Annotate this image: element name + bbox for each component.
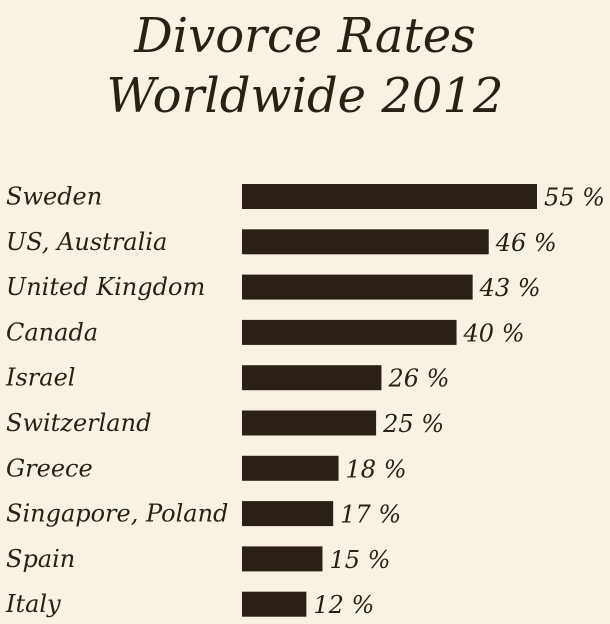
bar: [242, 546, 323, 572]
category-label: Spain: [6, 545, 75, 573]
bar: [242, 365, 382, 391]
value-label: 17 %: [340, 501, 401, 529]
bar: [242, 229, 489, 255]
value-label: 40 %: [463, 319, 525, 347]
bar: [242, 319, 457, 345]
category-label: Singapore, Poland: [6, 500, 228, 528]
value-label: 15 %: [329, 546, 390, 574]
chart-title-line-1: Divorce Rates: [134, 8, 476, 64]
value-label: 26 %: [387, 365, 449, 393]
bar: [242, 274, 473, 300]
bars-layer: Sweden 55 % US, Australia 46 % United Kingdo…: [5, 183, 605, 620]
category-label: Sweden: [6, 183, 102, 211]
value-label: 43 %: [479, 274, 541, 302]
bar: [242, 410, 377, 436]
bar: [242, 455, 339, 481]
bar: [242, 591, 307, 617]
category-label: Switzerland: [6, 409, 151, 437]
category-label: United Kingdom: [6, 273, 205, 301]
value-label: 12 %: [313, 591, 374, 619]
category-label: US, Australia: [6, 228, 167, 256]
value-label: 46 %: [495, 229, 557, 257]
category-label: Italy: [5, 590, 61, 618]
chart-title: Divorce Rates Worldwide 2012: [0, 6, 610, 126]
bar: [242, 184, 537, 209]
value-label: 55 %: [544, 184, 605, 212]
value-label: 25 %: [382, 410, 444, 438]
category-label: Canada: [6, 318, 98, 346]
value-label: 18 %: [346, 455, 407, 483]
category-label: Greece: [6, 454, 93, 482]
chart-title-line-2: Worldwide 2012: [106, 68, 504, 124]
bar: [242, 501, 334, 527]
category-label: Israel: [5, 364, 75, 392]
